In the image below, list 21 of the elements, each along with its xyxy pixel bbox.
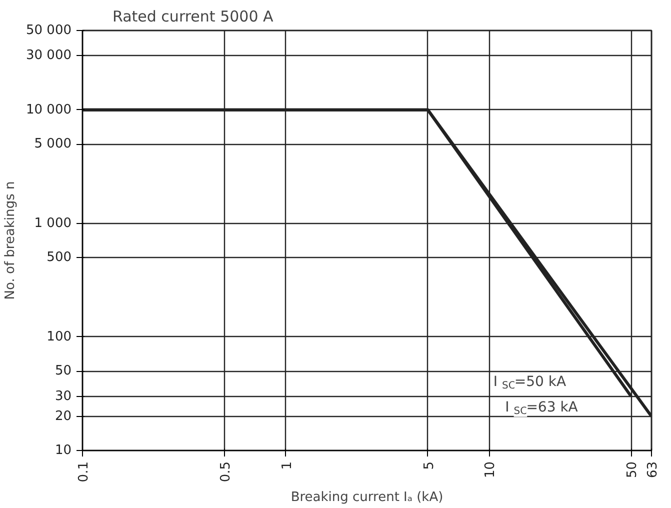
x-tick-label: 0.1 xyxy=(76,461,92,482)
y-tick-label: 20 xyxy=(54,408,72,424)
x-tick-label: 50 xyxy=(625,461,640,478)
y-tick-label: 10 xyxy=(54,443,72,458)
y-tick-label: 500 xyxy=(46,250,72,266)
y-axis-title: No. of breakings n xyxy=(3,181,18,300)
x-tick-label: 1 xyxy=(280,461,295,470)
y-tick-label: 50 xyxy=(54,364,72,379)
x-tick-label: 10 xyxy=(483,461,498,478)
y-tick-label: 100 xyxy=(46,329,72,344)
y-tick-label: 5 000 xyxy=(34,136,72,152)
x-tick-label: 63 xyxy=(646,461,660,478)
x-axis-title: Breaking current Iₐ (kA) xyxy=(290,490,444,506)
y-tick-label: 30 xyxy=(54,388,72,404)
y-tick-label: 50 000 xyxy=(26,23,72,38)
chart-title: Rated current 5000 A xyxy=(112,8,274,26)
x-tick-label: 0.5 xyxy=(218,461,234,482)
y-tick-label: 10 000 xyxy=(26,102,72,118)
y-tick-label: 1 000 xyxy=(34,216,72,231)
y-tick-label: 30 000 xyxy=(26,48,72,64)
x-tick-label: 5 xyxy=(422,461,437,470)
